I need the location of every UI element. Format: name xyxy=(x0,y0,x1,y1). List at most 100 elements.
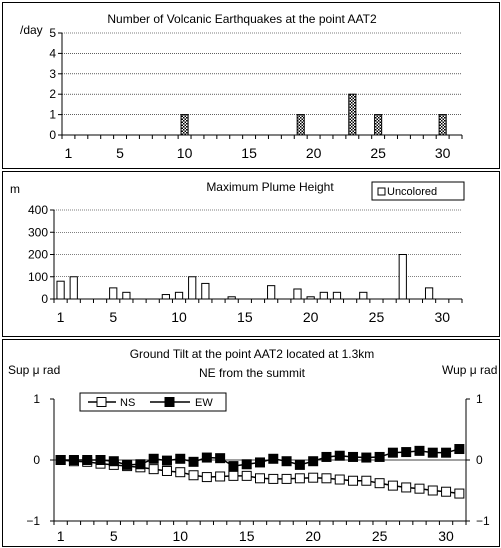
marker-ns xyxy=(361,475,372,486)
y-tick-label-left: −1 xyxy=(26,514,40,528)
bar xyxy=(332,291,342,300)
x-tick-label: 10 xyxy=(172,528,188,544)
x-tick-label: 15 xyxy=(241,145,257,161)
marker-ns xyxy=(241,470,252,481)
marker-ew xyxy=(148,453,159,464)
marker-ew xyxy=(427,447,438,458)
y-axis-label-left: Sup μ rad xyxy=(8,363,60,377)
marker-ew xyxy=(454,444,465,455)
bar xyxy=(424,287,434,300)
marker-ns xyxy=(201,472,212,483)
marker-ns xyxy=(387,480,398,491)
marker-ew xyxy=(55,455,66,465)
bar xyxy=(161,294,170,300)
legend-box xyxy=(371,181,465,201)
x-tick-label: 5 xyxy=(109,309,117,325)
y-tick-label: 4 xyxy=(49,46,56,60)
marker-ns xyxy=(148,464,159,475)
marker-ns xyxy=(175,467,186,478)
bar xyxy=(293,288,302,300)
x-tick-label: 20 xyxy=(303,309,319,325)
marker-ew xyxy=(334,450,345,461)
marker-ew xyxy=(401,447,412,458)
x-tick-label: 5 xyxy=(110,528,118,544)
bar xyxy=(438,114,447,136)
y-tick-label-left: 1 xyxy=(33,392,40,406)
y-tick-label: 400 xyxy=(28,203,48,217)
y-tick-label: 3 xyxy=(49,67,56,81)
marker-ns xyxy=(321,473,332,484)
panel-tilt-frame xyxy=(2,339,500,547)
bar xyxy=(109,287,118,300)
chart-subtitle: NE from the summit xyxy=(199,366,306,380)
x-tick-label: 30 xyxy=(438,528,454,544)
x-tick-label: 30 xyxy=(435,145,451,161)
y-axis-label-right: Wup μ rad xyxy=(442,363,497,377)
marker-ew xyxy=(201,452,212,463)
x-tick-label: 25 xyxy=(369,309,385,325)
marker-ew xyxy=(82,455,93,465)
marker-ew xyxy=(122,459,133,470)
bar xyxy=(306,296,315,300)
marker-ew xyxy=(321,451,332,462)
x-tick-label: 15 xyxy=(237,309,253,325)
x-tick-label: 30 xyxy=(434,309,450,325)
x-tick-label: 10 xyxy=(171,309,187,325)
x-tick-label: 10 xyxy=(177,145,193,161)
marker-ew xyxy=(268,453,279,464)
legend-label-ew: EW xyxy=(195,397,213,409)
marker-ew xyxy=(135,459,146,470)
bar xyxy=(319,291,328,300)
bar xyxy=(122,291,131,300)
marker-ew xyxy=(175,453,186,464)
chart-volcanic-earthquakes: Number of Volcanic Earthquakes at the po… xyxy=(20,12,463,161)
chart-title: Number of Volcanic Earthquakes at the po… xyxy=(107,12,377,26)
y-tick-label: 100 xyxy=(28,270,48,284)
y-tick-label-left: 0 xyxy=(33,453,40,467)
chart-ground-tilt: Ground Tilt at the point AAT2 located at… xyxy=(8,347,497,544)
marker-ew xyxy=(281,456,292,467)
marker-ns xyxy=(348,475,359,486)
bar xyxy=(359,291,368,300)
y-axis-label: m xyxy=(10,182,20,196)
x-tick-label: 15 xyxy=(239,528,255,544)
marker-ew xyxy=(308,456,319,467)
marker-ns xyxy=(414,483,425,494)
bar xyxy=(69,276,78,300)
marker-ew xyxy=(188,456,199,467)
panel-plume-frame xyxy=(2,171,500,337)
legend-label: Uncolored xyxy=(387,186,437,198)
y-axis-label: /day xyxy=(20,23,43,37)
y-tick-label-right: −1 xyxy=(476,514,490,528)
marker-ew xyxy=(215,453,226,464)
bar xyxy=(188,276,197,300)
bar xyxy=(227,296,236,300)
x-tick-label: 25 xyxy=(370,145,386,161)
marker-ew xyxy=(441,447,452,458)
bar xyxy=(174,291,184,300)
marker-ew xyxy=(95,455,106,465)
y-tick-label-right: 1 xyxy=(476,392,483,406)
marker-ns xyxy=(215,471,226,482)
marker-ns xyxy=(308,472,319,483)
marker-ew xyxy=(361,452,372,463)
marker-ns xyxy=(281,473,292,484)
marker-ew xyxy=(414,445,425,456)
y-tick-label: 5 xyxy=(49,26,56,40)
y-tick-label: 300 xyxy=(28,225,48,239)
legend-marker-ns xyxy=(96,397,107,407)
y-tick-label: 1 xyxy=(49,108,56,122)
marker-ns xyxy=(374,478,385,489)
bar xyxy=(398,254,407,300)
y-tick-label: 200 xyxy=(28,248,48,262)
bar xyxy=(180,114,189,136)
bar xyxy=(56,280,65,300)
x-tick-label: 1 xyxy=(65,145,73,161)
x-tick-label: 1 xyxy=(57,528,65,544)
marker-ns xyxy=(441,486,452,497)
marker-ew xyxy=(374,451,385,462)
marker-ew xyxy=(387,447,398,458)
marker-ew xyxy=(161,455,172,466)
bar xyxy=(201,282,210,300)
